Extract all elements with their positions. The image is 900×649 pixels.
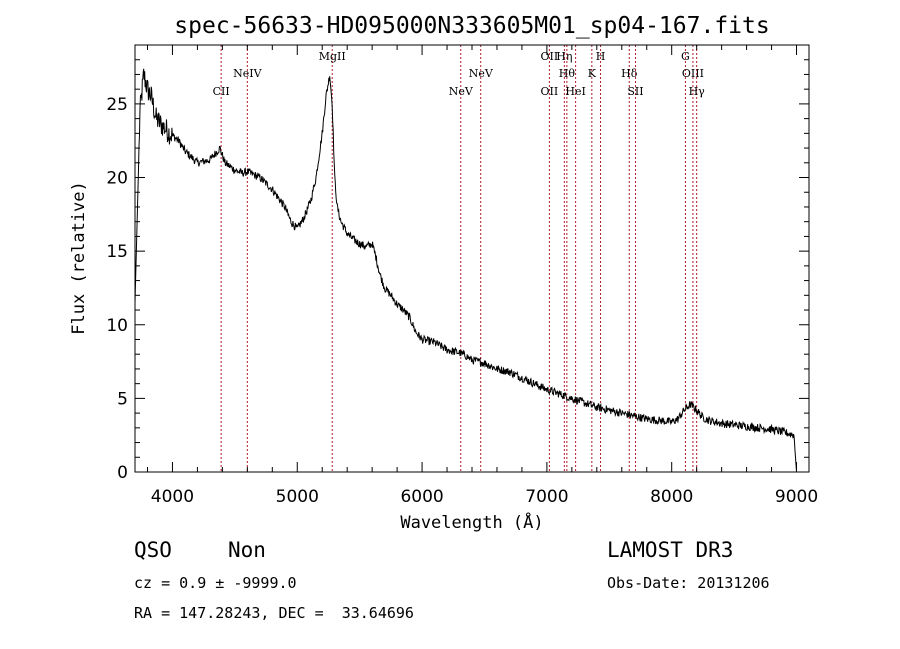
line-marker-label: G [681,50,690,63]
x-tick-label: 4000 [151,487,194,507]
plot-frame [134,44,810,473]
object-subclass: Non [228,538,266,562]
y-tick-label: 0 [117,463,128,483]
y-tick-label: 5 [117,389,128,409]
line-marker-label: Hδ [621,67,638,80]
x-tick-label: 6000 [400,487,443,507]
y-tick-label: 10 [106,316,128,336]
line-marker-label: Hγ [689,85,706,98]
y-axis: 0 5 10 15 20 25 [106,59,809,483]
y-tick-label: 15 [106,242,128,262]
y-axis-label: Flux (relative) [69,181,89,335]
line-marker-label: OII [541,85,559,98]
line-marker-label: OIII [682,67,704,80]
line-marker-label: HeI [565,85,585,98]
redshift-value: cz = 0.9 ± -9999.0 [134,574,297,592]
line-marker-label: K [588,67,597,80]
y-tick-label: 20 [106,169,128,189]
survey-name: LAMOST DR3 [607,538,734,562]
ra-dec-coordinates: RA = 147.28243, DEC = 33.64696 [134,604,414,622]
line-marker-label: H [596,50,606,63]
line-marker-label: NeV [449,85,474,98]
line-marker-label: Hη [556,50,572,63]
x-tick-label: 7000 [525,487,568,507]
y-tick-label: 25 [106,95,128,115]
x-axis-label: Wavelength (Å) [400,511,543,533]
x-axis: 4000 5000 6000 7000 8000 9000 [146,45,818,507]
emission-line-markers: CIINeIVMgIINeVNeVOIIOIIHηHθHeIKHHδSIIGOI… [213,45,706,472]
line-marker-label: MgII [319,50,346,63]
observation-date: Obs-Date: 20131206 [607,574,770,592]
line-marker-label: NeIV [233,67,262,80]
spectrum-line [134,68,797,473]
line-marker-label: OII [541,50,559,63]
x-tick-label: 5000 [276,487,319,507]
line-marker-label: NeV [469,67,494,80]
object-class: QSO [134,538,172,562]
x-tick-label: 8000 [650,487,693,507]
line-marker-label: SII [627,85,643,98]
line-marker-label: Hθ [559,67,576,80]
line-marker-label: CII [213,85,230,98]
x-tick-label: 9000 [775,487,818,507]
chart-title: spec-56633-HD095000N333605M01_sp04-167.f… [174,13,769,39]
